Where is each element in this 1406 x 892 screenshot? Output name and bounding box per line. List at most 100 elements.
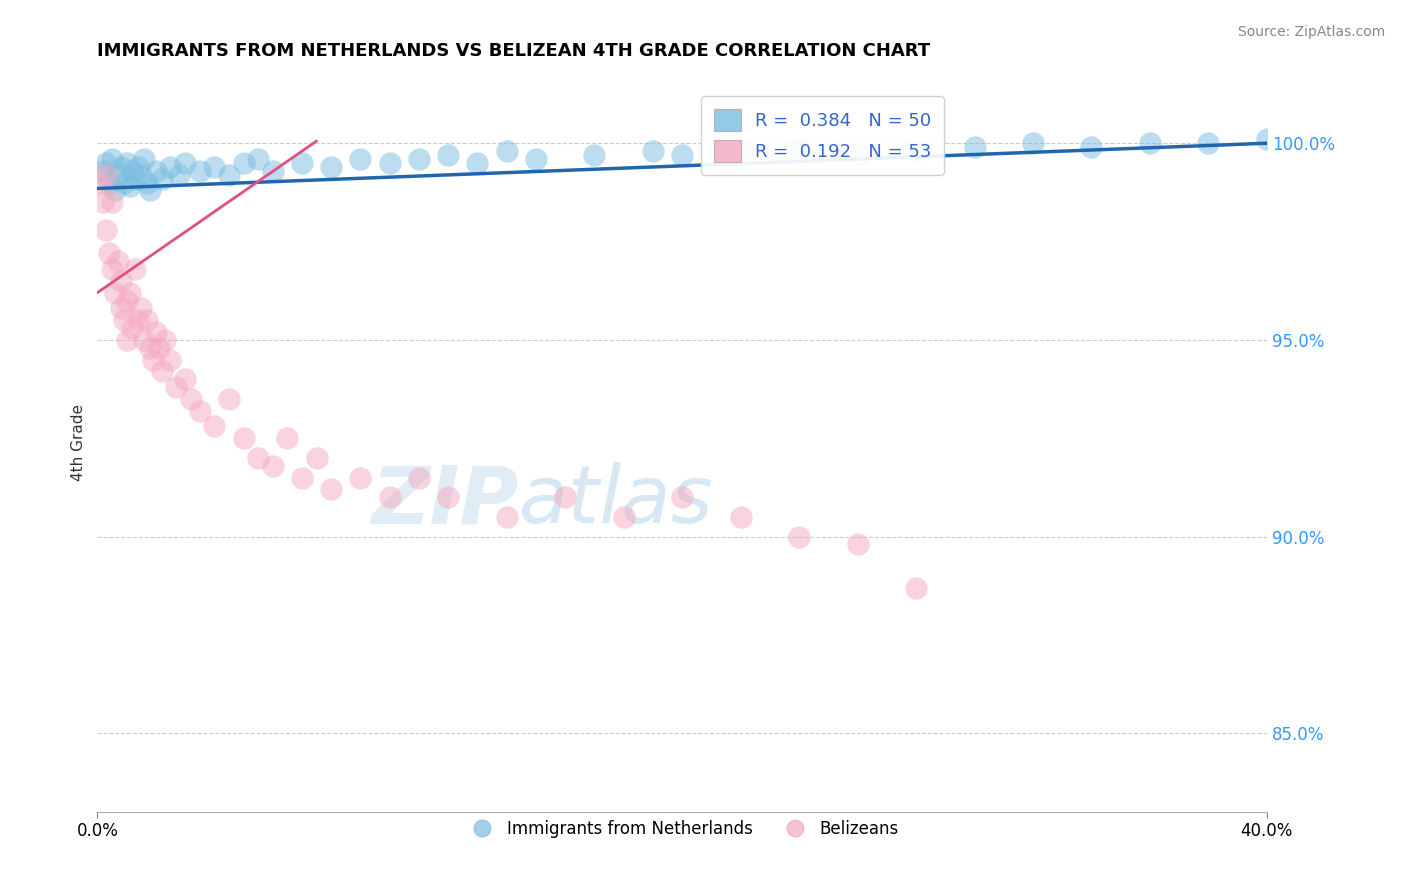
Point (91, 163, 114, 178)
Legend: Immigrants from Netherlands, Belizeans: Immigrants from Netherlands, Belizeans (458, 813, 905, 844)
Point (188, 163, 211, 178)
Point (136, 176, 159, 190)
Point (104, 285, 127, 300)
Point (98, 176, 121, 190)
Point (641, 144, 664, 158)
Point (145, 163, 167, 178)
Point (127, 160, 149, 174)
Point (150, 171, 173, 186)
Point (110, 274, 132, 288)
Point (495, 144, 517, 158)
Point (145, 325, 167, 339)
Point (136, 313, 159, 327)
Point (118, 285, 141, 300)
Text: ZIP: ZIP (371, 462, 519, 541)
Point (408, 152, 430, 166)
Point (1080, 140, 1102, 154)
Point (142, 352, 165, 367)
Point (94, 156, 117, 170)
Point (134, 152, 156, 166)
Point (165, 380, 187, 394)
Point (905, 144, 928, 158)
Point (107, 168, 129, 182)
Point (1256, 132, 1278, 146)
Point (905, 581, 928, 595)
Point (110, 301, 132, 316)
Point (129, 301, 152, 316)
Point (121, 163, 143, 178)
Point (148, 341, 170, 355)
Point (291, 470, 314, 484)
Point (139, 341, 162, 355)
Point (218, 168, 240, 182)
Point (232, 431, 254, 445)
Point (98, 246, 121, 260)
Point (262, 163, 284, 178)
Point (139, 183, 162, 197)
Point (1197, 136, 1219, 151)
Point (167, 168, 190, 182)
Point (150, 364, 173, 378)
Point (349, 152, 371, 166)
Point (262, 458, 284, 473)
Point (321, 483, 343, 497)
Text: Source: ZipAtlas.com: Source: ZipAtlas.com (1237, 25, 1385, 39)
Point (613, 509, 636, 524)
Point (583, 148, 606, 162)
Point (124, 171, 146, 186)
Point (115, 293, 138, 308)
Point (787, 140, 810, 154)
Point (202, 160, 225, 174)
Point (524, 152, 547, 166)
Point (101, 262, 124, 277)
Point (91, 195, 114, 210)
Point (115, 333, 138, 347)
Point (671, 148, 693, 162)
Point (188, 403, 211, 417)
Point (671, 490, 693, 504)
Y-axis label: 4th Grade: 4th Grade (72, 404, 86, 481)
Point (437, 148, 460, 162)
Point (129, 168, 152, 182)
Point (180, 392, 202, 406)
Point (153, 333, 176, 347)
Point (276, 431, 298, 445)
Point (378, 156, 401, 170)
Point (349, 470, 371, 484)
Point (437, 490, 460, 504)
Point (121, 321, 143, 335)
Point (247, 450, 270, 465)
Point (89, 176, 111, 190)
Point (1139, 136, 1161, 151)
Point (554, 490, 576, 504)
Point (118, 179, 141, 194)
Point (495, 509, 517, 524)
Point (232, 156, 254, 170)
Point (94, 223, 117, 237)
Point (1022, 136, 1045, 151)
Point (305, 450, 328, 465)
Point (291, 156, 314, 170)
Point (134, 333, 156, 347)
Point (730, 509, 752, 524)
Point (112, 176, 135, 190)
Point (408, 470, 430, 484)
Point (110, 160, 132, 174)
Point (218, 392, 240, 406)
Point (101, 152, 124, 166)
Point (846, 148, 869, 162)
Point (174, 372, 197, 386)
Text: atlas: atlas (519, 462, 713, 541)
Point (730, 144, 752, 158)
Point (321, 160, 343, 174)
Point (247, 152, 270, 166)
Point (467, 156, 489, 170)
Point (963, 140, 986, 154)
Point (202, 419, 225, 434)
Point (104, 183, 127, 197)
Point (115, 156, 138, 170)
Point (787, 530, 810, 544)
Point (846, 537, 869, 551)
Point (124, 262, 146, 277)
Text: IMMIGRANTS FROM NETHERLANDS VS BELIZEAN 4TH GRADE CORRELATION CHART: IMMIGRANTS FROM NETHERLANDS VS BELIZEAN … (97, 42, 931, 60)
